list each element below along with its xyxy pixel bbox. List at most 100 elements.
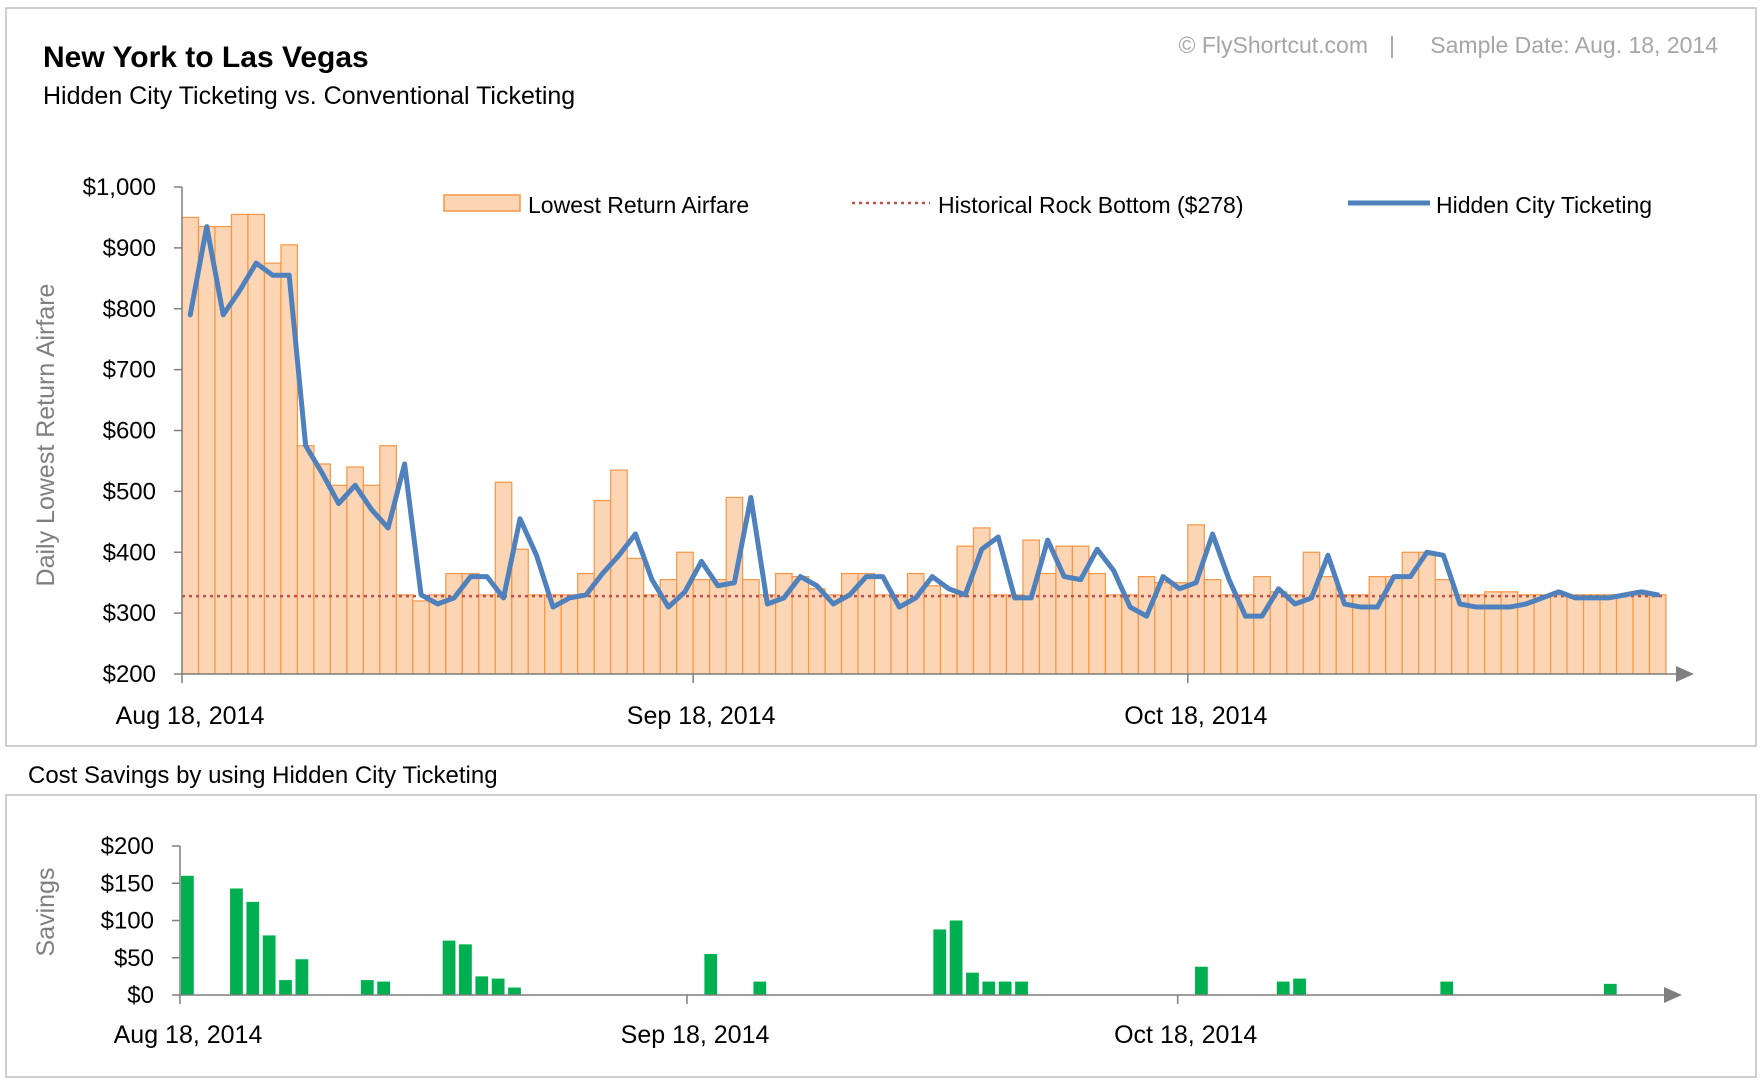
airfare-bar (1434, 579, 1453, 675)
savings-chart-title: Cost Savings by using Hidden City Ticket… (28, 762, 498, 789)
main-x-tick-label: Aug 18, 2014 (116, 702, 265, 730)
savings-x-axis-arrow (1664, 987, 1682, 1003)
airfare-bar (1022, 539, 1041, 675)
airfare-bar (428, 594, 447, 675)
savings-bar (1603, 983, 1617, 995)
savings-bar (966, 972, 979, 995)
main-y-tick-label: $1,000 (83, 174, 156, 201)
savings-bar (1276, 981, 1290, 995)
airfare-bar (1484, 591, 1502, 675)
airfare-bar (461, 572, 480, 675)
airfare-bar (1269, 591, 1288, 675)
airfare-bar (1648, 594, 1667, 675)
airfare-bar (1632, 594, 1651, 675)
savings-bar (998, 981, 1012, 995)
header-separator: | (1389, 32, 1395, 58)
hidden-city-line-group (187, 224, 1661, 619)
airfare-bar (1220, 594, 1238, 675)
airfare-bar (1104, 594, 1123, 675)
airfare-bar (1582, 594, 1601, 675)
savings-bar (1195, 966, 1208, 995)
airfare-bar (478, 594, 496, 675)
savings-y-axis-title: Savings (32, 868, 60, 957)
savings-bar (377, 981, 391, 995)
airfare-bar (1137, 575, 1156, 675)
savings-chart-panel (5, 794, 1757, 1078)
main-x-tick-label: Sep 18, 2014 (627, 702, 776, 730)
main-bars (181, 213, 1667, 675)
savings-bar (704, 954, 718, 995)
airfare-bar (923, 585, 942, 675)
airfare-bar (1253, 575, 1271, 675)
airfare-bar (956, 545, 975, 675)
airfare-bar (709, 579, 727, 675)
main-y-tick-label: $200 (103, 661, 156, 688)
chart-subtitle: Hidden City Ticketing vs. Conventional T… (43, 82, 575, 110)
main-y-tick-label: $600 (103, 418, 156, 445)
airfare-bar (1088, 572, 1106, 675)
airfare-bar (676, 551, 694, 675)
main-y-tick-label: $800 (103, 296, 156, 323)
airfare-bar (379, 445, 397, 675)
airfare-bar (758, 594, 777, 675)
main-x-axis-arrow (1676, 666, 1694, 682)
airfare-bar (197, 225, 216, 675)
airfare-bar (939, 594, 958, 675)
savings-bar (360, 980, 374, 995)
savings-bar (1440, 981, 1454, 995)
savings-bar (1015, 981, 1028, 995)
savings-bar (279, 980, 292, 995)
savings-bar (181, 875, 194, 995)
legend-label-airfare: Lowest Return Airfare (528, 192, 749, 218)
airfare-bar (1286, 594, 1304, 675)
source-credit: © FlyShortcut.com (1179, 32, 1369, 58)
main-y-tick-label: $900 (103, 235, 156, 262)
main-x-tick-label: Oct 18, 2014 (1124, 702, 1267, 730)
savings-bar (753, 981, 767, 995)
airfare-bar (742, 579, 760, 675)
hidden-city-line (187, 224, 1661, 619)
airfare-bar (807, 588, 826, 675)
airfare-bar (1203, 579, 1222, 675)
airfare-bar (296, 445, 315, 675)
airfare-bar (1005, 594, 1024, 675)
legend-label-rock-bottom: Historical Rock Bottom ($278) (938, 192, 1244, 218)
airfare-bar (1615, 594, 1634, 675)
airfare-bar (1418, 551, 1436, 675)
airfare-bar (692, 579, 711, 675)
airfare-bar (593, 499, 612, 675)
main-y-tick-label: $500 (103, 478, 156, 505)
main-axes: $1,000 $900 $800 $700 $600 $500 $400 $300 $200 Au… (83, 174, 1694, 730)
airfare-bar (989, 594, 1008, 675)
airfare-bar (626, 557, 645, 675)
savings-bar (475, 976, 489, 996)
savings-y-tick-label: $0 (127, 982, 154, 1009)
airfare-bar (643, 594, 661, 675)
airfare-bar (610, 469, 628, 675)
savings-bars (181, 875, 1617, 996)
airfare-bar (247, 213, 266, 675)
airfare-bar (1302, 551, 1321, 675)
savings-y-tick-label: $200 (101, 833, 154, 860)
savings-bar (230, 888, 243, 995)
savings-x-tick-label: Oct 18, 2014 (1114, 1021, 1257, 1049)
savings-x-tick-label: Sep 18, 2014 (621, 1021, 770, 1049)
savings-bar (491, 978, 505, 995)
airfare-bar (395, 594, 414, 675)
main-y-tick-label: $300 (103, 600, 156, 627)
savings-bar (982, 981, 996, 995)
savings-bar (459, 944, 472, 995)
savings-x-tick-label: Aug 18, 2014 (114, 1021, 263, 1049)
savings-bar (933, 929, 947, 995)
airfare-bar (1187, 524, 1205, 675)
savings-bar (262, 935, 276, 995)
airfare-bar (857, 572, 876, 675)
savings-bar (295, 959, 309, 995)
legend-label-hidden-city: Hidden City Ticketing (1436, 192, 1652, 218)
main-y-tick-label: $700 (103, 357, 156, 384)
main-legend: Lowest Return Airfare Historical Rock Bo… (443, 192, 1652, 218)
airfare-bar (263, 262, 282, 675)
airfare-bar (560, 594, 579, 675)
